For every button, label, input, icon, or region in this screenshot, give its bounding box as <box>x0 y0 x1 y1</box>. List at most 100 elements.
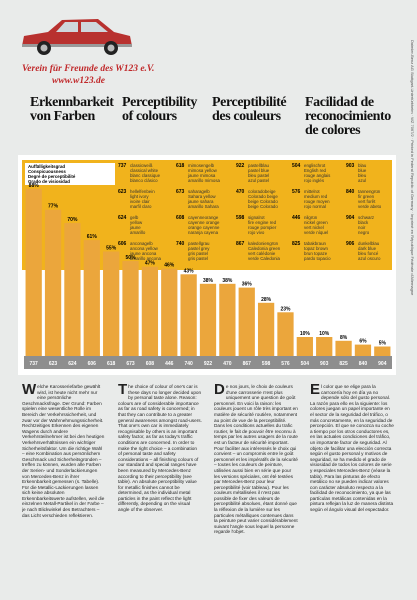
color-code: 598 <box>236 215 245 221</box>
color-name: noir <box>358 225 366 230</box>
color-name: verde níquel <box>304 230 328 235</box>
x-tick-label: 867 <box>243 361 252 367</box>
category-strip <box>24 356 392 369</box>
heading: Erkennbarkeit von Farben <box>30 95 114 124</box>
color-name: verde abeto <box>358 204 382 209</box>
car-illustration <box>22 19 132 55</box>
body-text: El color que se elige para la carrocería… <box>310 384 394 513</box>
color-code: 904 <box>346 215 355 221</box>
value-label: 28% <box>261 297 272 303</box>
color-name: jaune sahara <box>187 199 214 204</box>
color-name: englischrot <box>304 163 326 168</box>
bar <box>64 223 81 356</box>
color-name: blau <box>358 163 367 168</box>
bar <box>199 283 217 356</box>
color-name: black <box>358 220 369 225</box>
color-code: 840 <box>346 189 355 195</box>
bar <box>83 240 100 356</box>
color-name: yellow <box>130 220 143 225</box>
bar <box>296 337 313 356</box>
x-tick-label: 840 <box>359 361 368 367</box>
color-name: jaune ancona <box>129 251 157 256</box>
color-name: classical white <box>130 168 159 173</box>
bar <box>277 312 294 356</box>
color-name: mimosa yellow <box>188 168 218 173</box>
color-name: verde Caledonia <box>248 256 281 261</box>
side-note: Daimler-Benz AG Stuttgart-Untertürkheim … <box>409 40 415 580</box>
color-name: tabakbraun <box>304 241 327 246</box>
value-label: 43% <box>184 268 195 274</box>
color-name: gelb <box>130 215 139 220</box>
color-name: pastellgrau <box>188 241 210 246</box>
value-label: 36% <box>242 282 253 288</box>
value-label: 47% <box>145 261 156 267</box>
color-name: brun topaze <box>304 251 328 256</box>
bar <box>161 268 178 356</box>
color-name: rojo inglés <box>304 178 325 183</box>
x-tick-label: 504 <box>301 361 310 367</box>
color-code: 740 <box>176 241 185 247</box>
x-tick-label: 608 <box>146 361 155 367</box>
color-name: bleu foncé <box>358 251 379 256</box>
color-name: cayenneorange <box>188 215 219 220</box>
x-tick-label: 576 <box>281 361 290 367</box>
color-name: saharagelb <box>188 189 210 194</box>
color-name: nilgrün <box>304 215 318 220</box>
value-label: 55% <box>106 246 117 252</box>
x-tick-label: 623 <box>49 361 58 367</box>
color-name: fire engine red <box>248 220 277 225</box>
color-name: coloradobeige <box>248 189 276 194</box>
bar <box>25 188 42 356</box>
color-name: kaledoniengrün <box>248 241 279 246</box>
color-name: vert nickel <box>304 225 324 230</box>
color-name: anconagelb <box>130 241 153 246</box>
color-name: gris pastel <box>188 256 208 261</box>
color-name: rouge anglais <box>304 173 331 178</box>
value-label: 61% <box>87 234 98 240</box>
color-name: rojo vivo <box>248 230 265 235</box>
color-name: vert forêt <box>358 199 376 204</box>
color-name: negro <box>358 230 370 235</box>
bar <box>354 344 372 356</box>
color-name: topaz brown <box>304 246 328 251</box>
x-tick-label: 740 <box>184 361 193 367</box>
color-name: vert calédonie <box>248 251 276 256</box>
color-name: jaune <box>129 225 141 230</box>
x-tick-label: 922 <box>204 361 213 367</box>
x-tick-label: 446 <box>165 361 174 367</box>
color-code: 470 <box>236 189 245 195</box>
value-label: 70% <box>67 217 78 223</box>
value-label: 38% <box>203 278 214 284</box>
color-name: cayenne orange <box>188 220 220 225</box>
color-name: hellelfenbein <box>130 189 155 194</box>
color-name: pastel grey <box>188 246 210 251</box>
value-label: 6% <box>359 339 367 345</box>
color-name: rouge pompier <box>248 225 277 230</box>
color-name: fir green <box>358 194 375 199</box>
color-name: jaune mimosa <box>187 173 216 178</box>
color-name: rojo normal <box>304 204 326 209</box>
legend-title: Auffälligkeitsgrad <box>28 164 65 169</box>
body-text: De nos jours, le choix de couleurs d'une… <box>214 384 298 535</box>
color-code: 922 <box>236 163 245 169</box>
color-code: 673 <box>176 189 185 195</box>
color-code: 446 <box>292 215 301 221</box>
color-name: pastel blue <box>248 168 270 173</box>
value-label: 8% <box>340 335 348 341</box>
side-note-text: Daimler-Benz AG Stuttgart-Untertürkheim … <box>410 40 415 296</box>
color-code: 906 <box>346 241 355 247</box>
x-tick-label: 618 <box>107 361 116 367</box>
bar <box>122 261 139 356</box>
color-code: 867 <box>236 241 245 247</box>
club-name: Verein für Freunde des W123 e.V. <box>22 64 155 74</box>
color-name: azul pastel <box>248 178 269 183</box>
color-code: 576 <box>292 189 301 195</box>
color-name: gris pastel <box>188 251 208 256</box>
value-label: 88% <box>29 183 40 189</box>
color-name: Caledonia green <box>248 246 281 251</box>
x-tick-label: 904 <box>378 361 387 367</box>
color-name: dark blue <box>358 246 377 251</box>
color-name: Colorado beige <box>248 194 278 199</box>
x-tick-label: 903 <box>320 361 329 367</box>
